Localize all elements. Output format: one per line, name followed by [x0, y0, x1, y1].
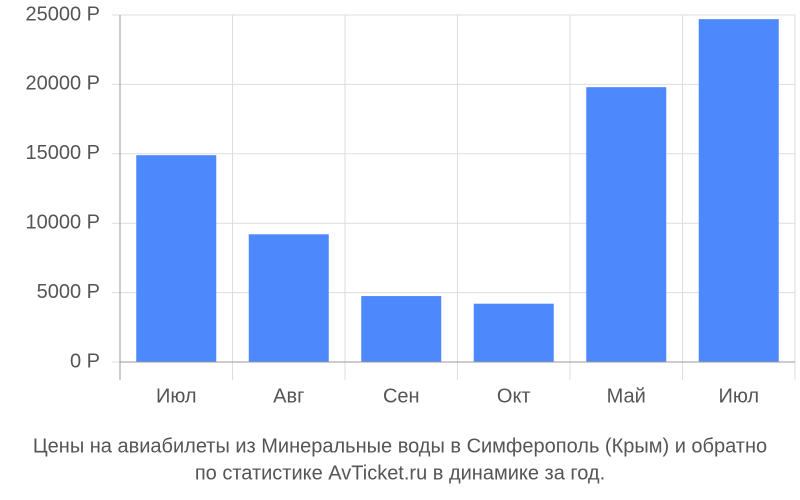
chart-title: Цены на авиабилеты из Минеральные воды в… — [33, 435, 767, 457]
bar — [361, 296, 442, 362]
x-tick-label: Авг — [273, 385, 304, 407]
x-tick-label: Май — [607, 385, 646, 407]
bar — [586, 87, 667, 363]
y-tick-label: 0 Р — [70, 350, 100, 372]
y-tick-label: 20000 Р — [25, 73, 100, 95]
x-tick-label: Сен — [383, 385, 420, 407]
bar — [473, 303, 554, 362]
x-tick-label: Окт — [497, 385, 531, 407]
x-tick-label: Июл — [156, 385, 197, 407]
bar — [698, 19, 779, 362]
bar — [248, 234, 329, 362]
x-tick-label: Июл — [718, 385, 759, 407]
chart-title: по статистике AvTicket.ru в динамике за … — [195, 462, 605, 484]
bar — [136, 155, 217, 362]
y-tick-label: 15000 Р — [25, 142, 100, 164]
y-tick-label: 5000 Р — [37, 281, 100, 303]
y-tick-label: 25000 Р — [25, 3, 100, 25]
y-tick-label: 10000 Р — [25, 211, 100, 233]
